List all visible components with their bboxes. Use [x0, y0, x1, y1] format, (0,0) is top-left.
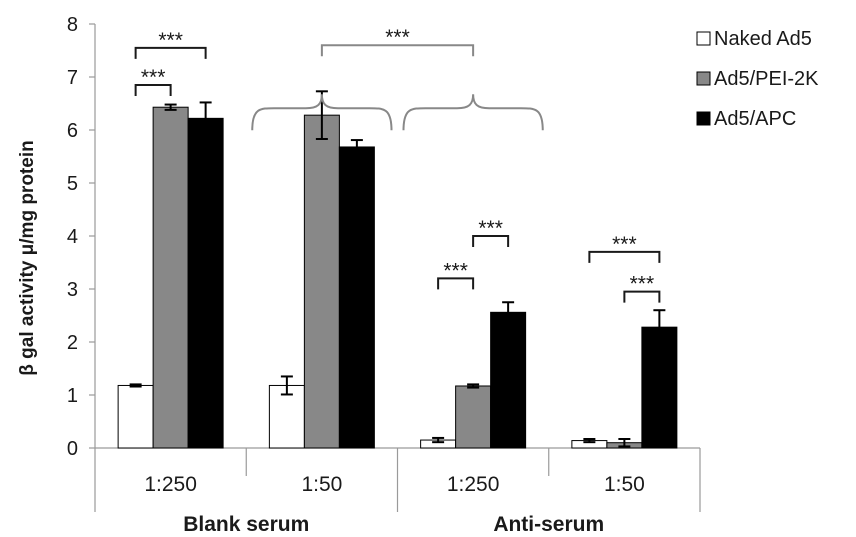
bar [152, 106, 189, 449]
y-tick-label: 6 [67, 120, 78, 142]
curly-brace [402, 94, 544, 131]
curly-brace [251, 94, 393, 131]
significance-annotations: *** *** *** *** *** *** *** [134, 26, 661, 303]
bar [490, 311, 527, 449]
y-tick-label: 5 [67, 173, 78, 195]
x-tick-label: 1:250 [144, 473, 197, 496]
bar [303, 114, 340, 449]
significance-label: *** [630, 273, 655, 296]
legend-swatch [696, 31, 711, 46]
y-tick-label: 7 [67, 67, 78, 89]
x-axis: 1:250 1:50 1:250 1:50 Blank serum Anti-serum [94, 447, 701, 536]
y-tick-label: 8 [67, 14, 78, 36]
legend-swatch [696, 111, 711, 126]
bar [455, 385, 492, 449]
significance-bracket [437, 277, 475, 290]
group-label: Anti-serum [493, 513, 604, 536]
bar [641, 326, 678, 449]
legend-label: Naked Ad5 [714, 28, 812, 50]
significance-label: *** [385, 26, 410, 49]
legend-label: Ad5/PEI-2K [714, 68, 819, 90]
significance-bracket [134, 83, 172, 96]
y-tick-label: 0 [67, 438, 78, 460]
significance-label: *** [478, 217, 503, 240]
x-tick-label: 1:50 [301, 473, 342, 496]
x-tick-label: 1:50 [604, 473, 645, 496]
significance-label: *** [443, 259, 468, 282]
legend-swatch [696, 71, 711, 86]
x-tick-label: 1:250 [447, 473, 500, 496]
group-label: Blank serum [183, 513, 309, 536]
y-axis: 0 1 2 3 4 5 6 7 8 [67, 14, 96, 460]
significance-bracket [320, 44, 475, 57]
bar [117, 384, 154, 449]
significance-label: *** [612, 233, 637, 256]
bar [268, 384, 305, 449]
y-tick-label: 4 [67, 226, 78, 248]
significance-bracket [623, 290, 661, 303]
error-bars [129, 90, 666, 448]
y-tick-label: 3 [67, 279, 78, 301]
y-tick-label: 2 [67, 332, 78, 354]
bar [187, 117, 224, 449]
legend: Naked Ad5 Ad5/PEI-2K Ad5/APC [696, 28, 819, 130]
significance-bracket [588, 250, 661, 263]
legend-label: Ad5/APC [714, 108, 796, 130]
significance-label: *** [141, 66, 166, 89]
bars [117, 106, 678, 449]
significance-label: *** [158, 29, 183, 52]
bar [338, 146, 375, 449]
y-axis-label: β gal activity μ/mg protein [17, 140, 38, 375]
y-tick-label: 1 [67, 385, 78, 407]
significance-bracket [472, 235, 510, 247]
significance-bracket [134, 46, 207, 59]
